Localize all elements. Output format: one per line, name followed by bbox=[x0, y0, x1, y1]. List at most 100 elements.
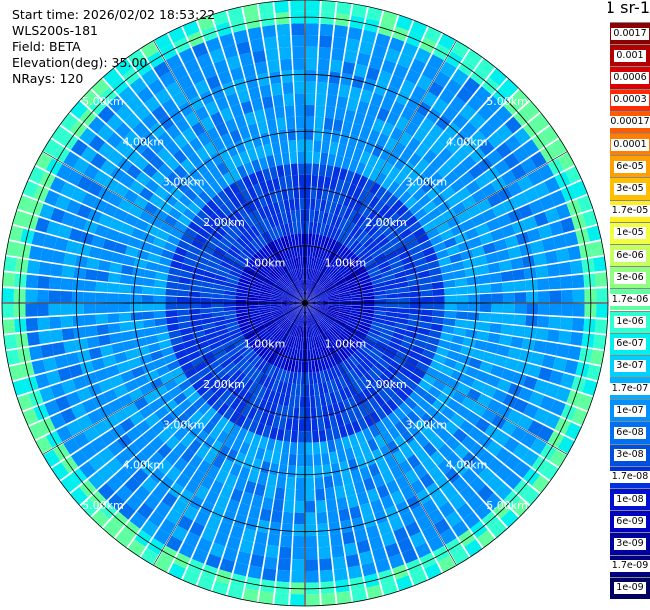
range-gate bbox=[227, 584, 244, 600]
range-gate bbox=[116, 104, 133, 122]
range-gate bbox=[305, 221, 309, 234]
range-gate bbox=[203, 141, 218, 157]
range-gate bbox=[118, 86, 136, 104]
range-gate bbox=[200, 313, 213, 320]
range-gate bbox=[383, 246, 396, 257]
range-gate bbox=[375, 377, 388, 390]
range-gate bbox=[428, 330, 442, 339]
range-gate bbox=[234, 140, 247, 154]
range-gate bbox=[406, 239, 419, 250]
range-gate bbox=[254, 222, 264, 235]
range-gate bbox=[398, 402, 412, 416]
range-gate bbox=[407, 137, 421, 152]
range-gate bbox=[290, 11, 305, 24]
range-gate bbox=[324, 344, 332, 357]
range-gate bbox=[555, 343, 570, 358]
range-gate bbox=[446, 350, 460, 361]
range-gate bbox=[278, 249, 286, 262]
range-gate bbox=[194, 485, 210, 500]
range-gate bbox=[214, 369, 227, 381]
range-gate bbox=[374, 290, 387, 296]
range-gate bbox=[470, 130, 487, 147]
range-gate bbox=[435, 346, 449, 357]
range-ring-label: 5.00km bbox=[82, 95, 124, 108]
range-gate bbox=[321, 140, 330, 154]
range-gate bbox=[331, 462, 341, 476]
range-gate bbox=[316, 304, 328, 308]
range-gate bbox=[349, 315, 362, 321]
range-gate bbox=[291, 283, 299, 294]
range-gate bbox=[532, 475, 550, 493]
range-gate bbox=[344, 49, 358, 64]
range-gate bbox=[109, 218, 124, 232]
range-gate bbox=[374, 294, 387, 300]
range-gate bbox=[230, 488, 244, 503]
range-gate bbox=[290, 284, 299, 294]
range-gate bbox=[271, 309, 283, 314]
range-gate bbox=[383, 349, 396, 360]
range-gate bbox=[468, 164, 484, 180]
range-gate bbox=[262, 317, 274, 324]
range-gate bbox=[383, 369, 396, 381]
range-gate bbox=[490, 228, 505, 242]
range-gate bbox=[217, 190, 230, 204]
range-gate bbox=[387, 180, 400, 194]
range-gate bbox=[55, 395, 71, 412]
range-gate bbox=[327, 295, 340, 300]
range-gate bbox=[341, 248, 352, 260]
range-gate bbox=[507, 246, 522, 259]
range-gate bbox=[306, 303, 316, 309]
range-gate bbox=[158, 428, 173, 443]
range-gate bbox=[347, 565, 363, 580]
range-gate bbox=[288, 311, 298, 321]
range-gate bbox=[287, 310, 297, 320]
range-gate bbox=[270, 305, 282, 309]
range-gate bbox=[365, 354, 378, 366]
colorbar-tick-label: 0.00017 bbox=[608, 116, 650, 129]
range-gate bbox=[316, 222, 322, 235]
range-gate bbox=[266, 474, 278, 488]
range-gate bbox=[301, 221, 305, 234]
range-gate bbox=[201, 222, 215, 235]
range-gate bbox=[137, 86, 154, 104]
range-gate bbox=[311, 325, 316, 337]
range-gate bbox=[306, 304, 313, 313]
range-gate bbox=[317, 359, 323, 372]
range-gate bbox=[210, 85, 225, 101]
range-ring-label: 5.00km bbox=[486, 95, 528, 108]
range-gate bbox=[338, 205, 348, 218]
range-gate bbox=[397, 537, 414, 553]
range-gate bbox=[332, 474, 344, 488]
range-gate bbox=[452, 428, 468, 443]
range-gate bbox=[248, 420, 259, 434]
ray bbox=[115, 304, 304, 548]
range-gate bbox=[464, 539, 483, 557]
range-gate bbox=[8, 364, 24, 381]
range-gate bbox=[317, 273, 326, 285]
range-gate bbox=[314, 290, 326, 298]
range-gate bbox=[354, 350, 366, 361]
range-gate bbox=[142, 232, 156, 245]
range-gate bbox=[197, 131, 212, 147]
range-gate bbox=[552, 357, 567, 372]
range-gate bbox=[310, 337, 315, 349]
range-gate bbox=[192, 396, 206, 410]
range-gate bbox=[278, 393, 286, 406]
colorbar-level: 6e-05 bbox=[610, 155, 650, 178]
range-gate bbox=[226, 321, 239, 328]
colorbar-tick-label: 3e-05 bbox=[614, 182, 646, 195]
range-gate bbox=[290, 348, 296, 360]
range-gate bbox=[296, 304, 304, 312]
range-gate bbox=[297, 293, 304, 302]
range-gate bbox=[451, 201, 467, 216]
colorbar-tick-label: 1e-08 bbox=[614, 493, 646, 506]
range-gate bbox=[332, 273, 343, 283]
range-gate bbox=[306, 294, 313, 302]
range-gate bbox=[537, 303, 550, 315]
range-gate bbox=[92, 197, 108, 213]
range-gate bbox=[569, 260, 584, 275]
range-gate bbox=[372, 317, 385, 324]
range-gate bbox=[50, 207, 66, 223]
range-gate bbox=[190, 410, 204, 424]
range-gate bbox=[371, 448, 384, 463]
